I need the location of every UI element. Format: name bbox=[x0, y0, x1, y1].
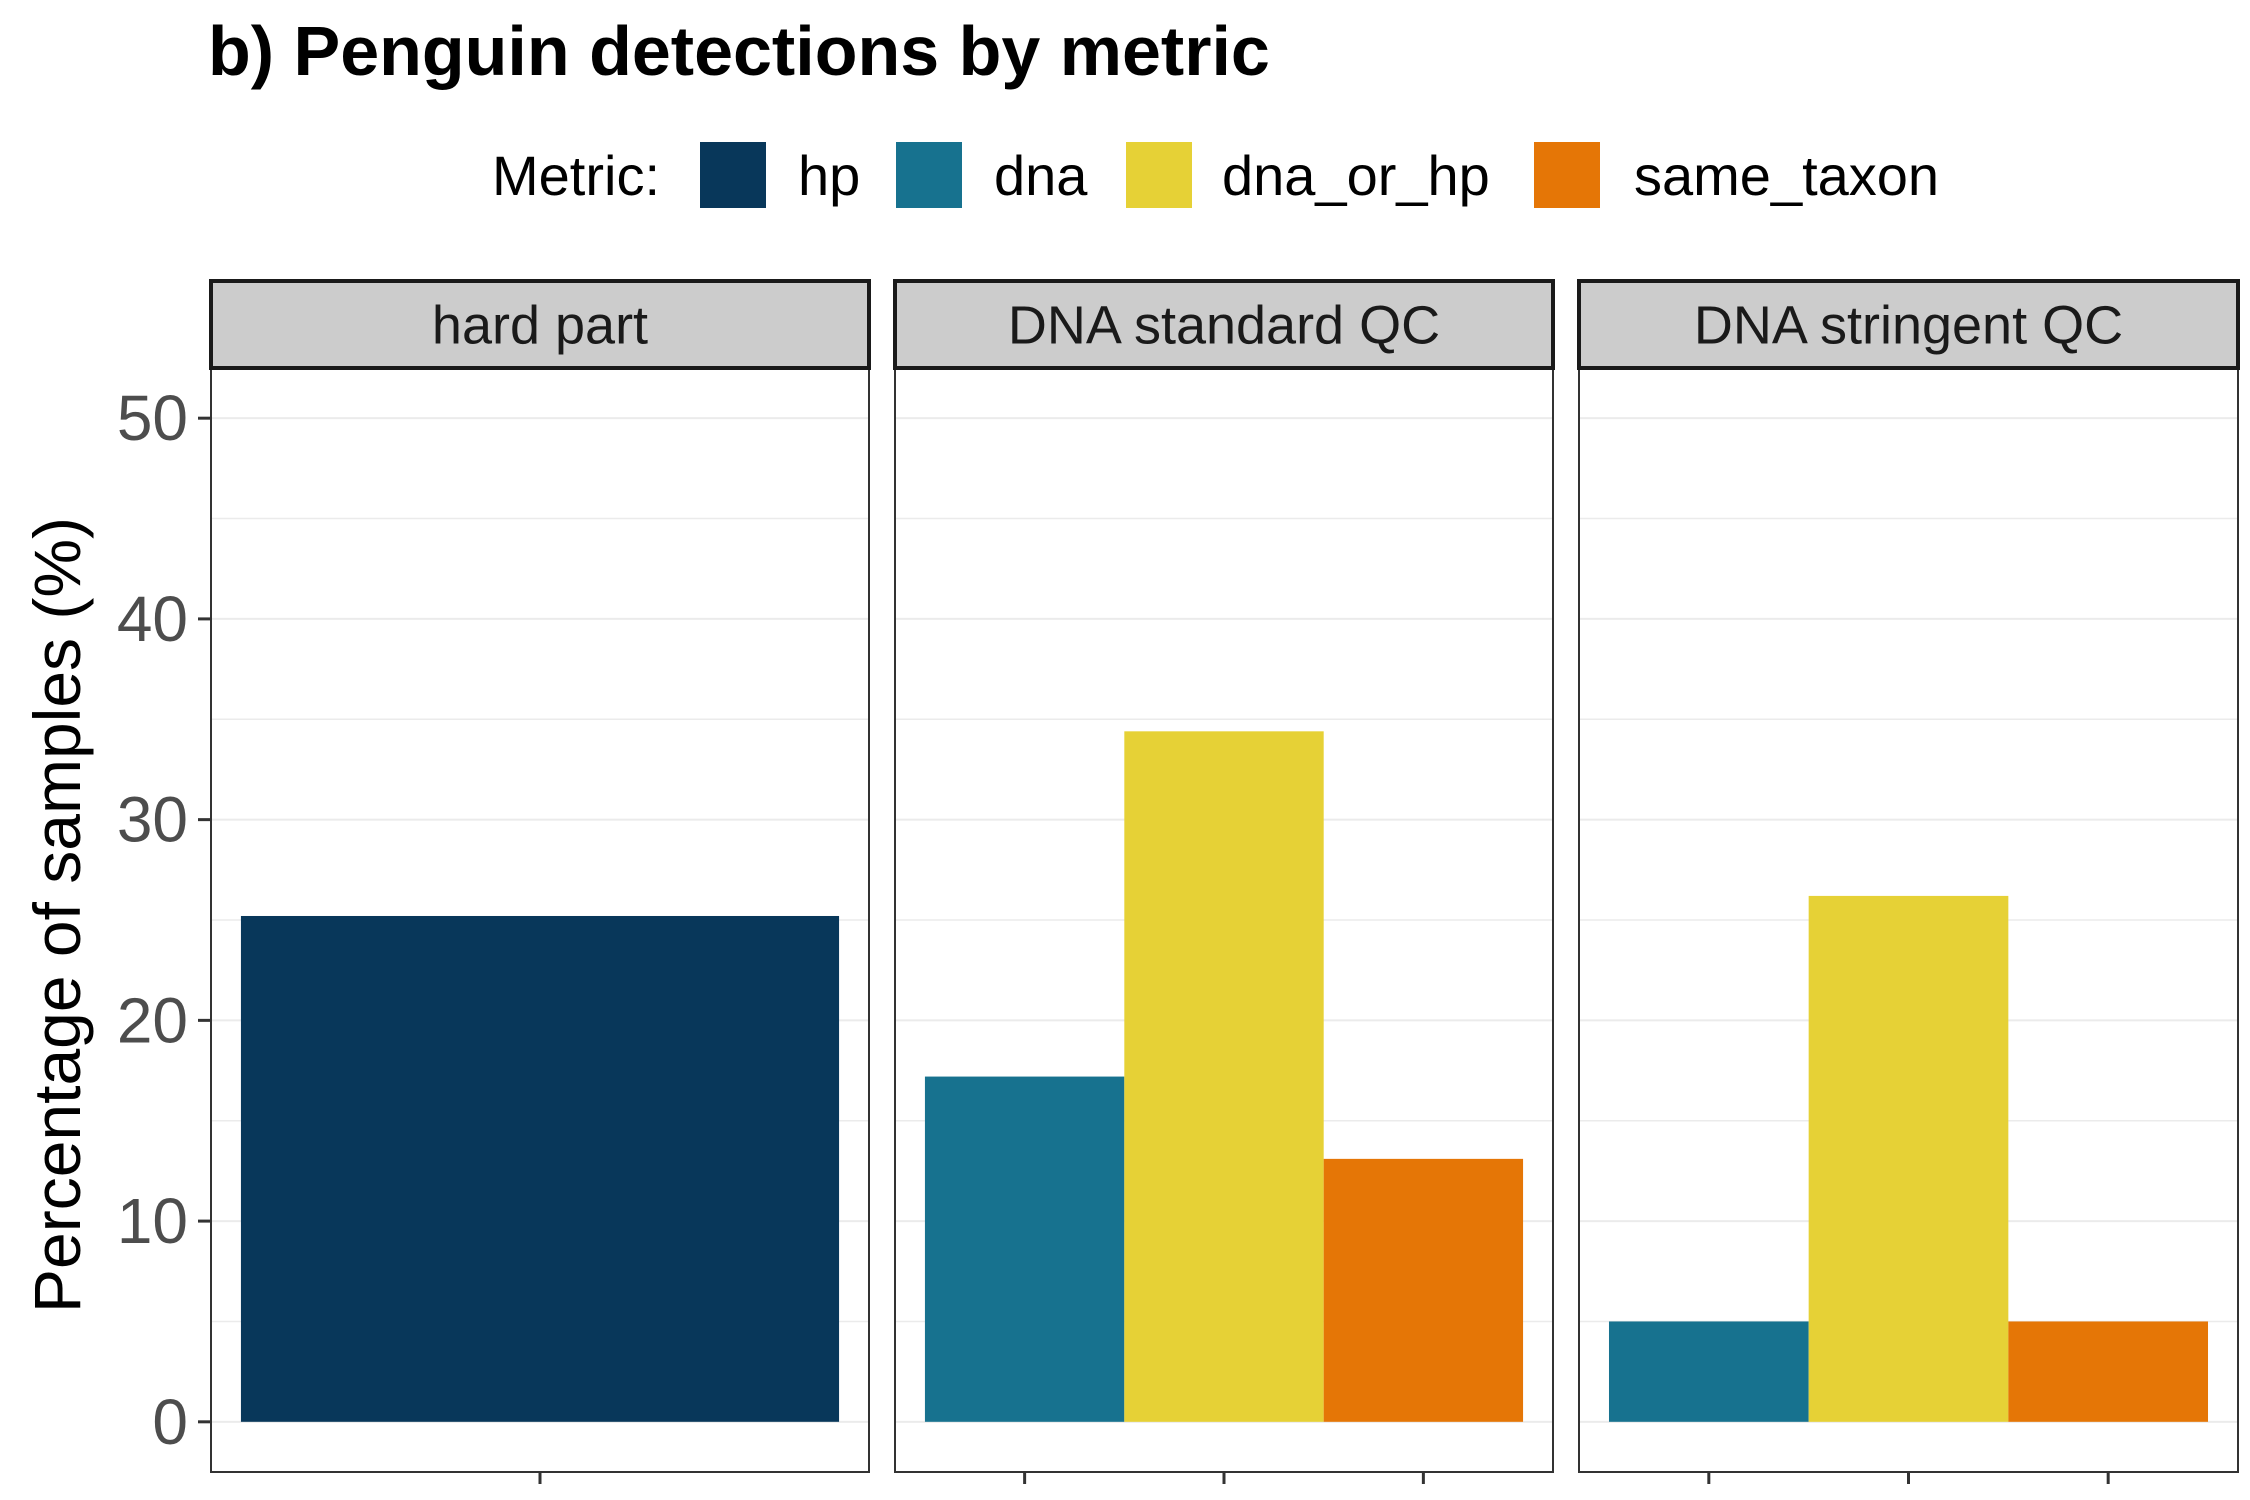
y-tick-label: 50 bbox=[117, 382, 188, 454]
legend-item-dna-or-hp: dna_or_hp bbox=[1126, 142, 1490, 208]
legend-label-hp: hp bbox=[798, 144, 860, 207]
y-tick-label: 40 bbox=[117, 583, 188, 655]
legend: Metric: hp dna dna_or_hp same_taxon bbox=[492, 142, 1939, 208]
facet-strip-label: hard part bbox=[432, 296, 648, 356]
chart-title: b) Penguin detections by metric bbox=[208, 12, 1270, 90]
y-tick-label: 30 bbox=[117, 784, 188, 856]
y-tick-label: 0 bbox=[152, 1386, 188, 1458]
facet-strip bbox=[1577, 279, 2240, 370]
y-axis-title: Percentage of samples (%) bbox=[20, 517, 94, 1313]
legend-title: Metric: bbox=[492, 144, 660, 207]
legend-label-dna-or-hp: dna_or_hp bbox=[1222, 144, 1490, 207]
legend-swatch-dna bbox=[896, 142, 962, 208]
bar-hp bbox=[240, 915, 840, 1422]
legend-swatch-same-taxon bbox=[1534, 142, 1600, 208]
y-tick-label: 10 bbox=[117, 1185, 188, 1257]
bar-dna-or-hp bbox=[1808, 895, 2009, 1422]
y-axis: 0 10 20 30 40 50 bbox=[117, 382, 211, 1458]
facet-strip bbox=[893, 279, 1555, 370]
legend-item-dna: dna bbox=[896, 142, 1088, 208]
facet-strip-label: DNA standard QC bbox=[1008, 296, 1440, 356]
legend-item-same-taxon: same_taxon bbox=[1534, 142, 1939, 208]
facet-panel: hard part bbox=[209, 279, 871, 1484]
facet-panel: DNA standard QC bbox=[893, 279, 1555, 1484]
legend-label-dna: dna bbox=[994, 144, 1088, 207]
bar-same-taxon bbox=[2008, 1321, 2209, 1422]
legend-swatch-hp bbox=[700, 142, 766, 208]
facet-panels: hard part DNA standard QC DNA stringent QC bbox=[209, 279, 2240, 1484]
bar-dna bbox=[1608, 1321, 1809, 1422]
bar-same-taxon bbox=[1323, 1158, 1524, 1422]
bar-dna-or-hp bbox=[1124, 731, 1324, 1422]
bar-dna bbox=[924, 1076, 1125, 1422]
legend-swatch-dna-or-hp bbox=[1126, 142, 1192, 208]
legend-label-same-taxon: same_taxon bbox=[1634, 144, 1939, 207]
facet-strip bbox=[209, 279, 871, 370]
y-tick-label: 20 bbox=[117, 984, 188, 1056]
facet-panel: DNA stringent QC bbox=[1577, 279, 2240, 1484]
facet-strip-label: DNA stringent QC bbox=[1694, 296, 2123, 356]
legend-item-hp: hp bbox=[700, 142, 860, 208]
